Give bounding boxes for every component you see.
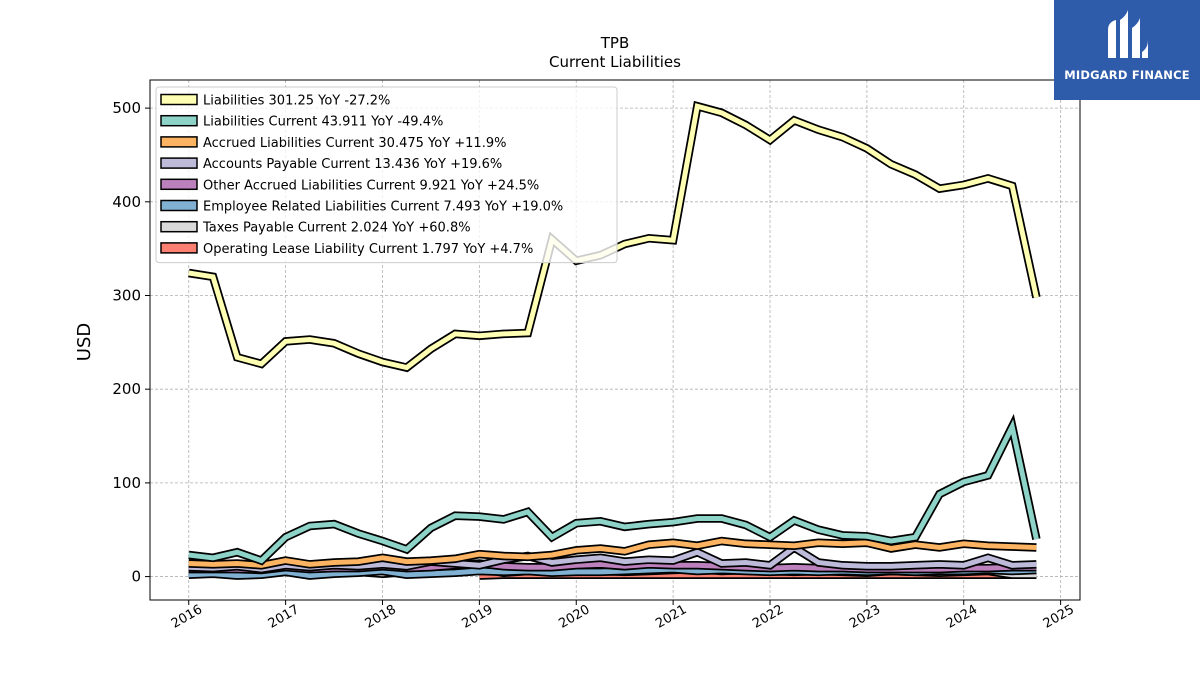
legend-swatch — [160, 199, 198, 212]
y-tick-label: 200 — [112, 380, 141, 398]
legend-entry: Operating Lease Liability Current 1.797 … — [203, 242, 533, 257]
series-layer — [188, 100, 1041, 580]
legend-entry: Taxes Payable Current 2.024 YoY +60.8% — [202, 221, 471, 236]
x-tick-label: 2022 — [750, 602, 786, 632]
legend-swatch — [160, 93, 198, 106]
y-tick-label: 0 — [131, 568, 141, 586]
chart-subtitle: Current Liabilities — [549, 53, 681, 71]
logo-text: MIDGARD FINANCE — [1064, 68, 1190, 82]
legend: Liabilities 301.25 YoY -27.2% Liabilities… — [155, 86, 618, 264]
midgard-finance-logo: MIDGARD FINANCE — [1054, 0, 1200, 100]
legend-swatch — [160, 136, 198, 148]
legend-entry: Employee Related Liabilities Current 7.4… — [203, 200, 563, 215]
series-line-accrued-liabilities-current — [188, 538, 1037, 568]
legend-swatch — [160, 220, 198, 233]
plot-frame — [149, 79, 1081, 601]
legend-swatch — [160, 157, 198, 169]
chart-title: TPB — [600, 34, 630, 52]
y-axis-label: USD — [74, 323, 95, 361]
x-tick-label: 2019 — [460, 602, 496, 632]
x-tick-label: 2020 — [556, 602, 592, 632]
y-tick-label: 100 — [112, 474, 141, 492]
x-tick-label: 2016 — [169, 602, 205, 632]
x-tick-label: 2018 — [363, 602, 399, 632]
legend-entry: Accounts Payable Current 13.436 YoY +19.… — [203, 157, 502, 172]
series-line-liabilities-current — [188, 419, 1039, 564]
y-tick-label: 400 — [112, 193, 141, 211]
y-tick-label: 300 — [112, 286, 141, 304]
legend-swatch — [160, 242, 198, 254]
x-tick-label: 2023 — [847, 602, 883, 632]
x-tick-label: 2024 — [944, 602, 980, 632]
legend-swatch — [160, 114, 198, 127]
x-tick-label: 2025 — [1041, 602, 1077, 632]
x-tick-label: 2021 — [653, 602, 689, 632]
legend-entry: Accrued Liabilities Current 30.475 YoY +… — [203, 136, 506, 151]
logo-mark-icon — [1108, 10, 1148, 58]
legend-entry: Other Accrued Liabilities Current 9.921 … — [203, 178, 539, 193]
x-tick-label: 2017 — [266, 602, 302, 632]
legend-entry: Liabilities 301.25 YoY -27.2% — [203, 94, 390, 109]
y-tick-label: 500 — [112, 99, 141, 117]
legend-swatch — [160, 178, 198, 191]
legend-entry: Liabilities Current 43.911 YoY -49.4% — [203, 115, 443, 130]
legend-box — [155, 86, 618, 264]
